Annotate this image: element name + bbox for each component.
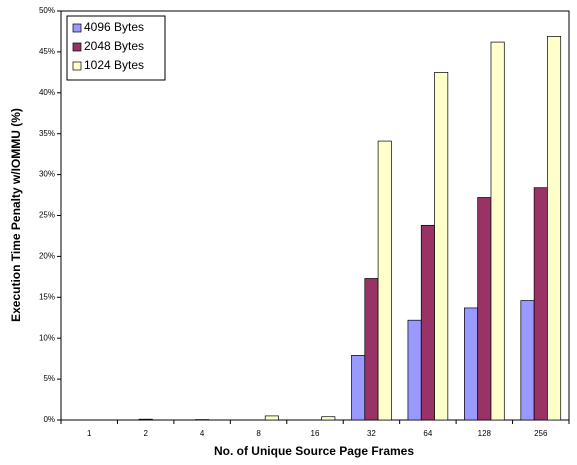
x-tick-label: 1 [87, 429, 92, 438]
x-tick-label: 8 [256, 429, 261, 438]
x-tick-label: 128 [478, 429, 492, 438]
y-tick-label: 40% [39, 88, 55, 97]
bar [478, 198, 491, 420]
bar [408, 320, 421, 420]
bar [139, 419, 152, 420]
legend-label: 2048 Bytes [84, 39, 144, 53]
x-tick-label: 32 [367, 429, 376, 438]
bar [547, 36, 560, 420]
bar [322, 417, 335, 420]
y-tick-label: 10% [39, 333, 55, 342]
y-tick-label: 50% [39, 6, 55, 15]
y-tick-label: 5% [43, 374, 55, 383]
y-tick-label: 0% [43, 415, 55, 424]
bar [464, 308, 477, 420]
y-tick-label: 35% [39, 129, 55, 138]
x-tick-label: 4 [200, 429, 205, 438]
y-tick-label: 20% [39, 252, 55, 261]
bar [365, 278, 378, 420]
legend-swatch [73, 43, 81, 51]
legend-swatch [73, 62, 81, 70]
y-tick-label: 45% [39, 47, 55, 56]
bar [435, 72, 448, 420]
x-tick-label: 16 [311, 429, 320, 438]
y-tick-label: 30% [39, 170, 55, 179]
y-axis-title: Execution Time Penalty w/IOMMU (%) [9, 108, 23, 322]
legend-swatch [73, 24, 81, 32]
x-axis-title: No. of Unique Source Page Frames [214, 444, 414, 458]
bar [265, 416, 278, 420]
y-tick-label: 15% [39, 292, 55, 301]
bar [378, 141, 391, 420]
legend-label: 1024 Bytes [84, 58, 144, 72]
y-tick-label: 25% [39, 211, 55, 220]
bar [534, 188, 547, 420]
bar [521, 301, 534, 420]
bar [421, 225, 434, 420]
bar [491, 42, 504, 420]
legend-label: 4096 Bytes [84, 20, 144, 34]
x-tick-label: 64 [423, 429, 432, 438]
x-tick-label: 2 [143, 429, 148, 438]
x-tick-label: 256 [534, 429, 548, 438]
bar [351, 355, 364, 420]
